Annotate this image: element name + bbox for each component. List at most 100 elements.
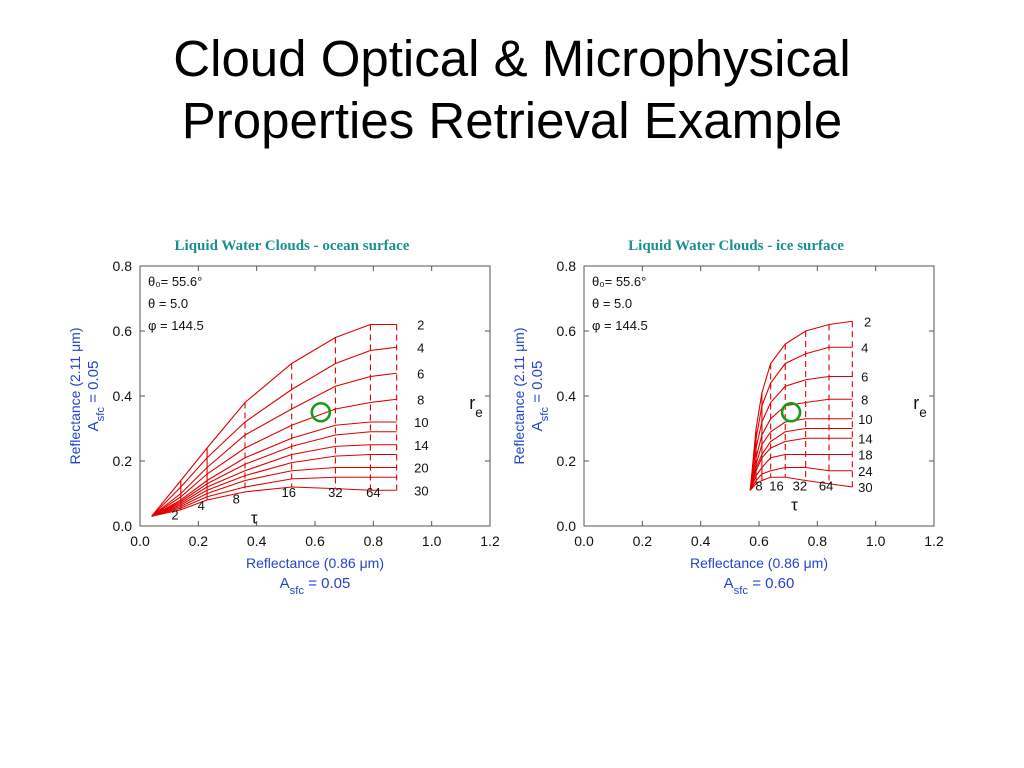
x-axis-albedo-label: Asfc = 0.60 [724, 575, 795, 597]
chart-panel-ocean: Liquid Water Clouds - ocean surface 0.0 0… [62, 236, 522, 616]
slide-title-line-1: Cloud Optical & Microphysical [173, 30, 851, 87]
re-label: 30 [414, 483, 428, 498]
tau-label: 16 [282, 485, 296, 500]
re-curve [151, 453, 397, 517]
re-label: 6 [417, 366, 424, 381]
tau-label: 32 [793, 478, 807, 493]
geometry-label: φ = 144.5 [148, 318, 204, 333]
geometry-label: θ = 5.0 [148, 296, 188, 311]
re-label: 18 [858, 448, 872, 463]
re-curve [151, 323, 397, 517]
x-tick-label: 1.0 [422, 533, 442, 549]
re-label: 6 [861, 370, 868, 385]
chart-ocean-surface: 0.0 0.2 0.4 0.6 0.8 1.0 1.2 0.0 0.2 0.4 0.6 0.8 Refl… [67, 258, 500, 597]
y-axis-albedo-label: Asfc = 0.05 [529, 361, 551, 432]
y-axis-label: Reflectance (2.11 μm) [511, 328, 527, 465]
re-curve [151, 346, 397, 517]
y-tick-label: 0.4 [113, 388, 133, 404]
tau-label: 2 [171, 508, 178, 523]
x-tick-label: 1.2 [480, 533, 500, 549]
re-curve [151, 398, 397, 517]
x-tick-label: 0.4 [691, 533, 711, 549]
chart-ice-surface: 0.0 0.2 0.4 0.6 0.8 1.0 1.2 0.0 0.2 0.4 0.6 0.8 Refl… [511, 258, 944, 597]
geometry-label: θ₀= 55.6° [592, 274, 646, 289]
x-tick-label: 0.2 [633, 533, 653, 549]
re-label: 10 [414, 415, 428, 430]
y-tick-label: 0.2 [113, 453, 133, 469]
x-tick-label: 0.2 [189, 533, 209, 549]
tau-label: 8 [755, 478, 762, 493]
re-curve [151, 421, 397, 517]
x-tick-label: 1.2 [924, 533, 944, 549]
tau-label: 64 [366, 485, 380, 500]
y-tick-label: 0.6 [113, 323, 133, 339]
x-tick-label: 0.6 [305, 533, 325, 549]
x-tick-label: 0.0 [574, 533, 594, 549]
re-curve [151, 431, 397, 517]
re-label: 4 [861, 340, 868, 355]
y-tick-label: 0.0 [557, 518, 577, 534]
re-curve [749, 320, 853, 491]
geometry-label: θ = 5.0 [592, 296, 632, 311]
x-tick-label: 0.6 [749, 533, 769, 549]
x-axis-label: Reflectance (0.86 μm) [690, 555, 828, 571]
re-curve [749, 476, 853, 491]
tau-label: 8 [233, 491, 240, 506]
slide-title: Cloud Optical & Microphysical Properties… [0, 28, 1024, 152]
re-curve [749, 375, 853, 491]
y-tick-label: 0.4 [557, 388, 577, 404]
x-axis-label: Reflectance (0.86 μm) [246, 555, 384, 571]
re-label: 8 [861, 392, 868, 407]
re-curve [151, 486, 397, 517]
y-axis-label: Reflectance (2.11 μm) [67, 328, 83, 465]
geometry-label: θ₀= 55.6° [148, 274, 202, 289]
re-curve [749, 466, 853, 491]
re-label: 14 [414, 438, 428, 453]
x-tick-label: 0.8 [808, 533, 828, 549]
tau-label: 4 [198, 498, 205, 513]
re-label: 2 [417, 318, 424, 333]
re-label: 2 [864, 314, 871, 329]
re-curve [749, 437, 853, 491]
x-axis-albedo-label: Asfc = 0.05 [280, 575, 351, 597]
geometry-label: φ = 144.5 [592, 318, 648, 333]
re-label: 14 [858, 431, 872, 446]
re-axis-label: re [469, 393, 483, 420]
re-curve [749, 346, 853, 491]
re-curve [749, 418, 853, 491]
y-tick-label: 0.0 [113, 518, 133, 534]
y-tick-label: 0.8 [557, 258, 577, 274]
chart-title-ice: Liquid Water Clouds - ice surface [628, 238, 844, 254]
re-curve [151, 372, 397, 517]
tau-axis-label: τ [791, 495, 798, 514]
re-curve [151, 476, 397, 517]
re-curve [151, 444, 397, 517]
y-tick-label: 0.2 [557, 453, 577, 469]
chart-title-ocean: Liquid Water Clouds - ocean surface [174, 238, 410, 254]
re-curve [151, 466, 397, 517]
x-tick-label: 1.0 [866, 533, 886, 549]
re-label: 30 [858, 480, 872, 495]
tau-label: 16 [769, 478, 783, 493]
re-label: 8 [417, 392, 424, 407]
y-tick-label: 0.6 [557, 323, 577, 339]
re-curve [749, 453, 853, 491]
tau-axis-label: τ [251, 508, 258, 527]
re-label: 10 [858, 412, 872, 427]
re-axis-label: re [913, 393, 927, 420]
chart-panel-ice: Liquid Water Clouds - ice surface 0.0 0.2… [506, 236, 966, 616]
re-curve [749, 398, 853, 491]
re-label: 4 [417, 340, 424, 355]
retrieval-marker [310, 401, 332, 423]
re-curve [749, 427, 853, 491]
y-tick-label: 0.8 [113, 258, 133, 274]
x-tick-label: 0.8 [364, 533, 384, 549]
retrieval-marker [780, 401, 802, 423]
re-label: 20 [414, 461, 428, 476]
y-axis-albedo-label: Asfc = 0.05 [85, 361, 107, 432]
x-tick-label: 0.0 [130, 533, 150, 549]
tau-label: 32 [328, 485, 342, 500]
x-tick-label: 0.4 [247, 533, 267, 549]
tau-label: 64 [819, 478, 833, 493]
slide-title-line-2: Properties Retrieval Example [181, 92, 843, 149]
